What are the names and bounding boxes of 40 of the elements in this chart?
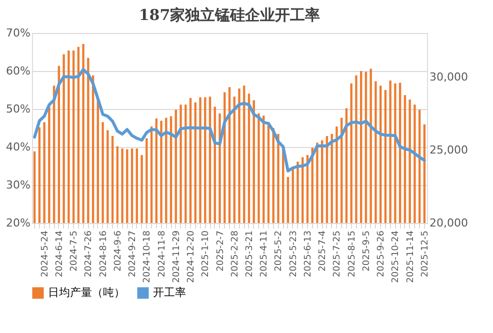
x-tick-label: 2025-3-21 [244, 230, 255, 278]
x-tick-label: 2025-11-14 [406, 230, 416, 283]
x-tick-label: 2025-8-15 [347, 230, 358, 278]
x-tick-label: 2024-12-20 [186, 230, 197, 283]
x-tick-label: 2024-11-8 [157, 230, 168, 278]
y-tick-label: 30% [6, 178, 30, 192]
x-tick-label: 2024-8-16 [98, 230, 109, 278]
x-tick-label: 2024-7-26 [84, 230, 94, 278]
x-tick-label: 2025-5-23 [288, 230, 299, 278]
x-tick-label: 2025-7-4 [318, 230, 328, 272]
y-tick-label: 60% [6, 64, 30, 78]
x-tick-label: 2025-2-7 [216, 230, 226, 272]
y2-tick-label: 30,000 [430, 70, 468, 84]
y-tick-label: 50% [6, 102, 30, 116]
x-tick-label: 2025-9-26 [376, 230, 387, 278]
x-tick-label: 2024-5-24 [40, 230, 50, 278]
x-tick-label: 2025-7-25 [332, 230, 343, 278]
y-tick-label: 70% [6, 26, 30, 40]
x-tick-label: 2024-9-27 [128, 230, 138, 278]
x-tick-label: 2025-10-24 [391, 230, 402, 283]
y2-tick-label: 25,000 [430, 143, 468, 156]
y-tick-label: 40% [6, 140, 30, 154]
legend-label: 开工率 [153, 286, 186, 299]
line-series [33, 68, 426, 172]
x-tick-label: 2025-9-5 [362, 230, 372, 272]
x-tick-label: 2025-6-13 [303, 230, 314, 278]
x-tick-label: 2024-11-29 [172, 230, 182, 283]
x-tick-label: 2025-5-2 [274, 230, 284, 272]
x-tick-label: 2025-1-10 [201, 230, 212, 278]
x-tick-label: 2024-10-18 [142, 230, 153, 283]
x-tick-label: 2024-6-14 [54, 230, 65, 278]
x-tick-label: 2024-9-6 [113, 230, 124, 272]
x-tick-label: 2024-7-5 [70, 230, 80, 272]
y2-tick-label: 20,000 [430, 216, 468, 230]
legend-label: 日均产量（吨） [48, 286, 125, 299]
x-tick-label: 2025-12-5 [420, 230, 430, 278]
x-tick-label: 2025-4-11 [260, 230, 270, 278]
chart-title: 187家独立锰硅企业开工率 [138, 6, 320, 24]
y-tick-label: 20% [6, 216, 30, 230]
x-tick-label: 2025-2-28 [230, 230, 240, 278]
